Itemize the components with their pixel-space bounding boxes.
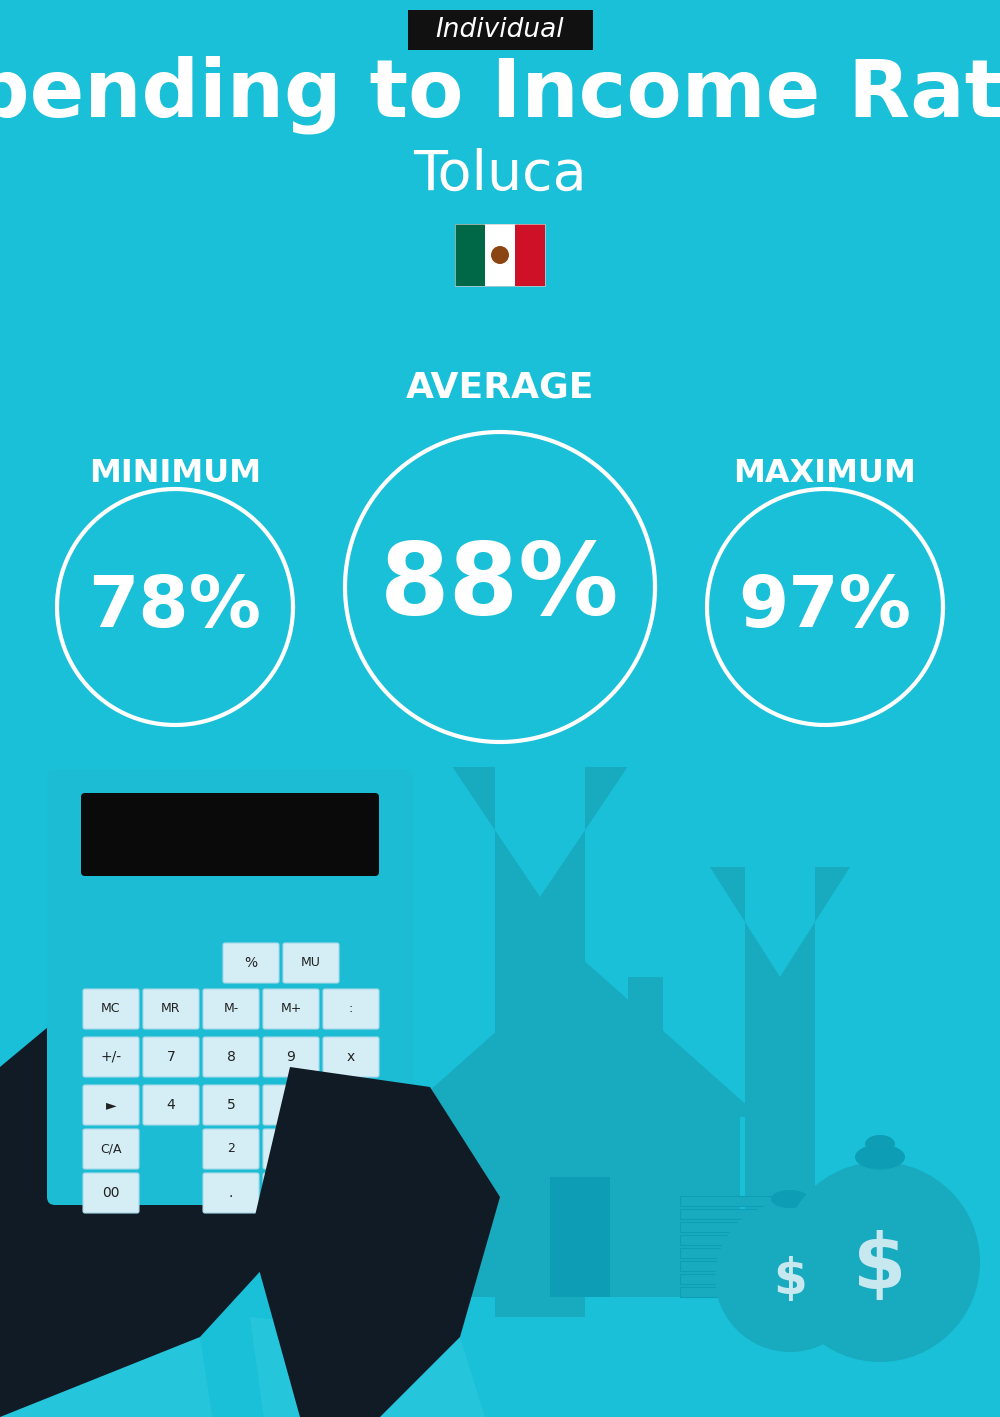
Bar	[455, 224, 545, 286]
FancyBboxPatch shape	[408, 10, 592, 50]
FancyBboxPatch shape	[143, 989, 199, 1029]
Text: M+: M+	[280, 1002, 302, 1016]
Text: ►: ►	[106, 1098, 116, 1112]
Text: 2: 2	[227, 1142, 235, 1155]
Text: -: -	[289, 1098, 293, 1112]
FancyBboxPatch shape	[203, 1129, 259, 1169]
Bar	[680, 1221, 780, 1231]
Bar	[680, 1261, 780, 1271]
Polygon shape	[250, 1067, 500, 1417]
Text: MC: MC	[101, 1002, 121, 1016]
Text: .: .	[229, 1186, 233, 1200]
Text: M-: M-	[223, 1002, 239, 1016]
FancyBboxPatch shape	[203, 1085, 259, 1125]
FancyBboxPatch shape	[83, 1129, 139, 1169]
Bar	[680, 1274, 780, 1284]
FancyBboxPatch shape	[143, 1085, 199, 1125]
Text: 00: 00	[102, 1186, 120, 1200]
Text: +/-: +/-	[100, 1050, 122, 1064]
FancyBboxPatch shape	[83, 1037, 139, 1077]
Polygon shape	[452, 767, 628, 1316]
Ellipse shape	[855, 1145, 905, 1169]
Text: MINIMUM: MINIMUM	[89, 459, 261, 489]
Text: 4: 4	[167, 1098, 175, 1112]
Bar	[455, 224, 485, 286]
Bar	[550, 1178, 610, 1297]
Text: 0: 0	[287, 1186, 295, 1200]
FancyBboxPatch shape	[263, 989, 319, 1029]
Polygon shape	[710, 867, 850, 1338]
FancyBboxPatch shape	[203, 1173, 259, 1213]
Text: x: x	[347, 1050, 355, 1064]
Bar	[420, 1117, 740, 1297]
Text: Individual: Individual	[436, 17, 564, 43]
Circle shape	[715, 1202, 865, 1352]
Bar	[680, 1196, 780, 1206]
Bar	[680, 1287, 780, 1297]
Text: $: $	[853, 1230, 907, 1304]
Text: 78%: 78%	[88, 572, 262, 642]
FancyBboxPatch shape	[81, 794, 379, 876]
Text: C/A: C/A	[100, 1142, 122, 1155]
Text: 5: 5	[227, 1098, 235, 1112]
FancyBboxPatch shape	[83, 989, 139, 1029]
Ellipse shape	[771, 1190, 809, 1209]
Bar	[515, 224, 545, 286]
Polygon shape	[0, 966, 310, 1417]
FancyBboxPatch shape	[47, 769, 413, 1204]
Text: MAXIMUM: MAXIMUM	[734, 459, 916, 489]
FancyBboxPatch shape	[83, 1173, 139, 1213]
Text: 97%: 97%	[738, 572, 912, 642]
Text: :: :	[349, 1002, 353, 1016]
Text: AVERAGE: AVERAGE	[406, 370, 594, 404]
FancyBboxPatch shape	[203, 989, 259, 1029]
Text: MR: MR	[161, 1002, 181, 1016]
Bar	[680, 1248, 780, 1258]
Text: 8: 8	[227, 1050, 235, 1064]
Polygon shape	[400, 956, 760, 1117]
FancyBboxPatch shape	[83, 1085, 139, 1125]
FancyBboxPatch shape	[263, 1085, 319, 1125]
Text: Spending to Income Ratio: Spending to Income Ratio	[0, 55, 1000, 135]
Polygon shape	[0, 1297, 220, 1417]
Bar	[558, 1284, 602, 1287]
FancyBboxPatch shape	[203, 1037, 259, 1077]
Text: 88%: 88%	[380, 538, 620, 635]
Bar	[628, 976, 663, 1057]
Text: 3: 3	[287, 1142, 295, 1155]
Circle shape	[491, 247, 509, 264]
Polygon shape	[250, 1316, 510, 1417]
FancyBboxPatch shape	[323, 989, 379, 1029]
Text: MU: MU	[301, 956, 321, 969]
FancyBboxPatch shape	[263, 1173, 319, 1213]
FancyBboxPatch shape	[263, 1129, 319, 1169]
Ellipse shape	[865, 1135, 895, 1153]
Text: 7: 7	[167, 1050, 175, 1064]
FancyBboxPatch shape	[223, 942, 279, 983]
Bar	[485, 224, 515, 286]
Bar	[680, 1209, 780, 1219]
Polygon shape	[310, 1077, 440, 1217]
Text: 9: 9	[287, 1050, 295, 1064]
Circle shape	[780, 1162, 980, 1362]
FancyBboxPatch shape	[143, 1037, 199, 1077]
FancyBboxPatch shape	[263, 1037, 319, 1077]
FancyBboxPatch shape	[323, 1037, 379, 1077]
Text: Toluca: Toluca	[413, 147, 587, 203]
FancyBboxPatch shape	[283, 942, 339, 983]
Text: $: $	[773, 1255, 807, 1304]
Bar	[680, 1236, 780, 1246]
Text: %: %	[244, 956, 258, 971]
